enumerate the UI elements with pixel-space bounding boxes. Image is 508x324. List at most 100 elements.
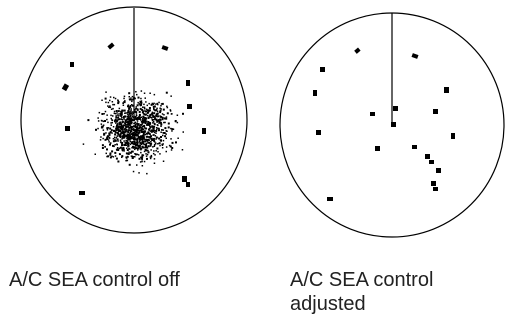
- clutter-dot: [120, 118, 123, 120]
- clutter-dot: [116, 148, 119, 151]
- clutter-dot: [127, 136, 129, 139]
- clutter-dot: [129, 151, 132, 154]
- clutter-dot: [160, 119, 162, 121]
- clutter-dot: [163, 114, 165, 116]
- clutter-dot: [149, 127, 151, 129]
- clutter-dot: [153, 162, 156, 164]
- clutter-dot: [160, 105, 162, 107]
- clutter-dot: [165, 150, 167, 153]
- clutter-dot: [159, 153, 161, 155]
- caption-clutter-off: A/C SEA control off: [9, 269, 180, 291]
- clutter-dot: [145, 140, 148, 142]
- clutter-dot: [142, 116, 144, 118]
- clutter-dot: [149, 130, 152, 132]
- clutter-dot: [126, 147, 128, 149]
- clutter-dot: [130, 130, 133, 133]
- clutter-dot: [116, 138, 119, 141]
- clutter-dot: [109, 106, 112, 109]
- clutter-dot: [115, 115, 117, 117]
- clutter-dot: [132, 133, 134, 135]
- clutter-dot: [156, 115, 158, 118]
- clutter-dot: [136, 118, 138, 121]
- clutter-dot: [117, 116, 120, 119]
- clutter-dot: [116, 114, 119, 116]
- clutter-dot: [170, 138, 172, 140]
- clutter-dot: [139, 161, 142, 163]
- clutter-dot: [120, 132, 122, 135]
- clutter-dot: [171, 128, 174, 131]
- clutter-dot: [141, 109, 144, 111]
- clutter-dot: [128, 135, 130, 137]
- clutter-dot: [147, 121, 150, 123]
- clutter-dot: [139, 126, 141, 128]
- clutter-dot: [143, 103, 145, 106]
- clutter-dot: [130, 117, 133, 120]
- target-echo: [186, 182, 190, 187]
- clutter-dot: [143, 106, 146, 109]
- clutter-dot: [144, 122, 147, 125]
- clutter-dot: [139, 148, 141, 150]
- radar-range-ring: [20, 6, 248, 234]
- clutter-dot: [132, 132, 134, 134]
- clutter-dot: [117, 118, 119, 121]
- clutter-dot: [159, 121, 162, 124]
- clutter-dot: [152, 105, 155, 108]
- clutter-dot: [158, 142, 161, 145]
- clutter-dot: [121, 131, 124, 134]
- clutter-dot: [153, 139, 156, 142]
- clutter-dot: [142, 128, 145, 131]
- clutter-dot: [136, 140, 138, 142]
- clutter-dot: [151, 138, 154, 141]
- clutter-dot: [152, 130, 155, 133]
- target-echo: [65, 126, 70, 131]
- clutter-dot: [87, 119, 90, 122]
- clutter-dot: [120, 131, 122, 133]
- clutter-dot: [122, 115, 125, 118]
- clutter-dot: [118, 118, 121, 121]
- clutter-dot: [127, 145, 129, 148]
- clutter-dot: [164, 135, 167, 138]
- clutter-dot: [121, 127, 124, 130]
- clutter-dot: [162, 134, 164, 137]
- clutter-dot: [126, 124, 128, 126]
- clutter-dot: [125, 112, 127, 114]
- clutter-dot: [149, 122, 152, 124]
- clutter-dot: [146, 114, 149, 117]
- clutter-dot: [162, 160, 165, 162]
- clutter-dot: [153, 141, 156, 143]
- clutter-dot: [128, 117, 131, 119]
- clutter-dot: [140, 103, 142, 106]
- clutter-dot: [136, 127, 138, 130]
- clutter-dot: [148, 122, 151, 124]
- clutter-dot: [150, 144, 152, 146]
- clutter-dot: [157, 143, 159, 145]
- clutter-dot: [112, 126, 115, 128]
- clutter-dot: [82, 143, 85, 145]
- clutter-dot: [130, 97, 132, 99]
- clutter-dot: [145, 139, 148, 141]
- clutter-dot: [122, 130, 124, 133]
- clutter-dot: [164, 127, 167, 130]
- clutter-dot: [170, 95, 172, 97]
- clutter-dot: [122, 131, 125, 134]
- clutter-dot: [106, 148, 108, 151]
- clutter-dot: [121, 126, 123, 128]
- clutter-dot: [136, 125, 139, 127]
- clutter-dot: [132, 119, 134, 122]
- clutter-dot: [133, 111, 135, 113]
- clutter-dot: [142, 138, 144, 140]
- clutter-dot: [145, 153, 147, 155]
- clutter-dot: [157, 124, 159, 127]
- clutter-dot: [119, 121, 122, 124]
- clutter-dot: [143, 160, 146, 163]
- clutter-dot: [120, 111, 123, 114]
- clutter-dot: [131, 111, 133, 113]
- clutter-dot: [150, 103, 153, 106]
- clutter-dot: [111, 132, 113, 134]
- clutter-dot: [115, 110, 118, 112]
- target-echo: [412, 145, 417, 149]
- clutter-dot: [136, 120, 139, 122]
- clutter-dot: [137, 128, 140, 130]
- clutter-dot: [140, 151, 142, 154]
